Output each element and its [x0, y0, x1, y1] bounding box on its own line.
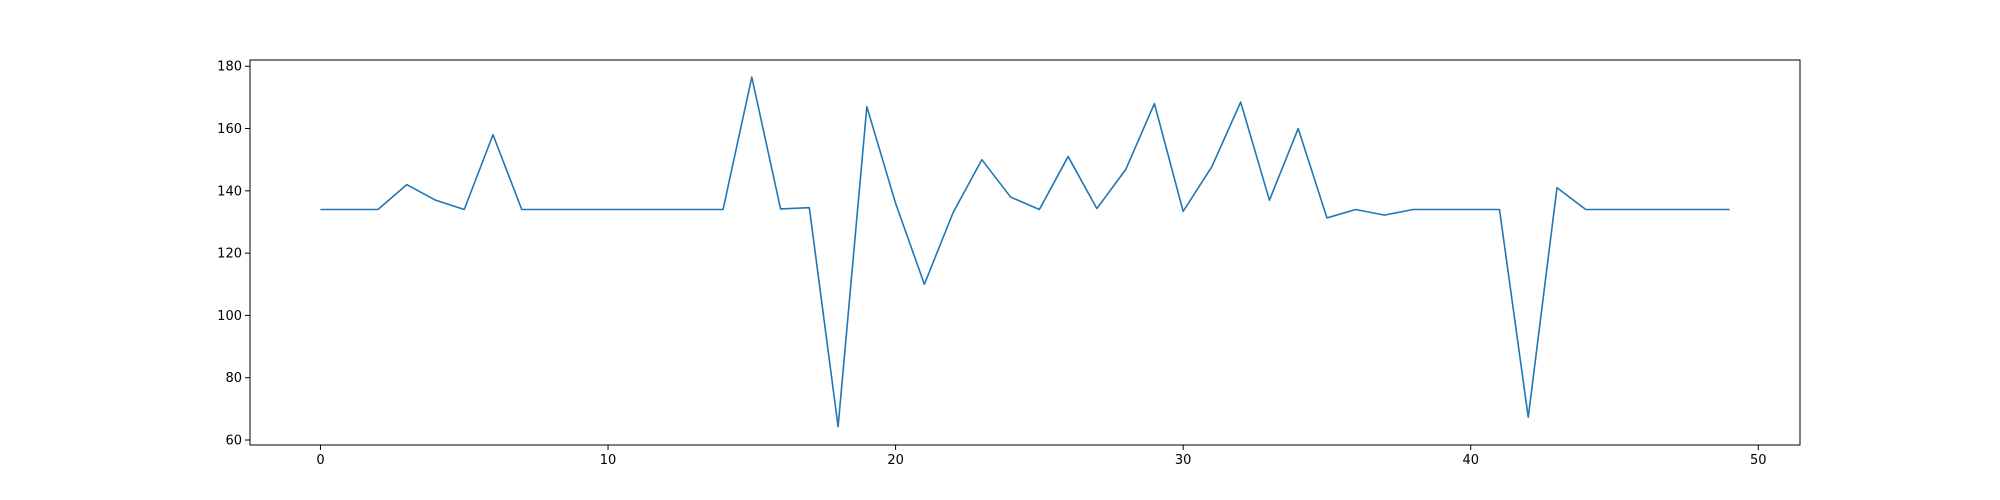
y-tick-label: 140: [217, 184, 242, 199]
y-axis: 60 80 100 120 140 160 180: [217, 60, 250, 449]
x-tick-label: 30: [1175, 453, 1192, 468]
x-tick-label: 50: [1750, 453, 1767, 468]
x-tick-label: 0: [316, 453, 324, 468]
y-tick-label: 180: [217, 60, 242, 75]
y-tick-label: 100: [217, 309, 242, 324]
x-axis: 0 10 20 30 40 50: [316, 445, 1767, 468]
y-tick-label: 60: [225, 434, 242, 449]
y-tick-label: 160: [217, 122, 242, 137]
x-tick-label: 40: [1462, 453, 1479, 468]
x-tick-label: 20: [887, 453, 904, 468]
y-tick-label: 120: [217, 247, 242, 262]
x-tick-label: 10: [600, 453, 617, 468]
series-line-0: [320, 76, 1730, 428]
plot-frame: [249, 59, 1801, 446]
y-tick-label: 80: [225, 371, 242, 386]
series-layer: [320, 76, 1730, 428]
